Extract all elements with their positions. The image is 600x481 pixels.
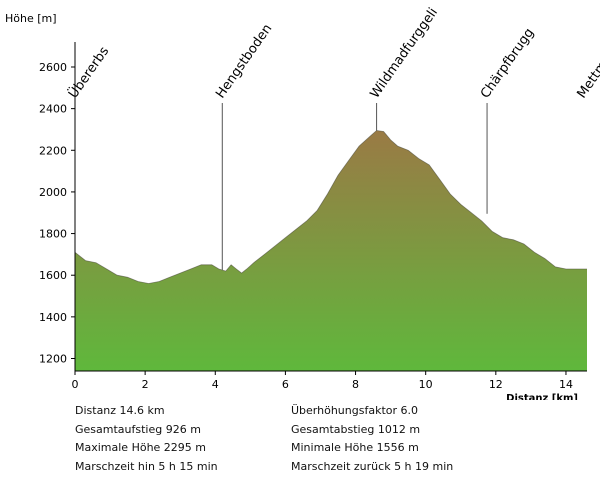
x-axis-label: Distanz [km] <box>506 393 578 400</box>
y-tick-label: 2600 <box>39 61 67 74</box>
stat-total-descent: Gesamtabstieg 1012 m <box>291 423 421 436</box>
elevation-area <box>75 130 587 371</box>
x-tick-label: 6 <box>282 378 289 391</box>
y-tick-label: 1200 <box>39 353 67 366</box>
y-tick-label: 1800 <box>39 228 67 241</box>
stat-total-ascent: Gesamtaufstieg 926 m <box>75 423 201 436</box>
y-tick-label: 1600 <box>39 269 67 282</box>
waypoint-label: Chärpfbrugg <box>478 26 537 102</box>
stat-walk-time-back: Marschzeit zurück 5 h 19 min <box>291 460 454 473</box>
stat-walk-time-out: Marschzeit hin 5 h 15 min <box>75 460 218 473</box>
y-tick-label: 1400 <box>39 311 67 324</box>
y-axis-label: Höhe [m] <box>5 12 57 25</box>
waypoint-label: Mettmen <box>574 45 600 101</box>
x-tick-label: 14 <box>559 378 573 391</box>
elevation-chart: 1200 1400 1600 1800 2000 2200 2400 2600 0 2 4 6 8 10 1… <box>5 5 600 400</box>
x-tick-label: 8 <box>352 378 359 391</box>
waypoint-label: Hengstboden <box>213 22 275 102</box>
x-tick-label: 12 <box>489 378 503 391</box>
waypoint-label: Übererbs <box>64 43 112 101</box>
y-tick-label: 2400 <box>39 103 67 116</box>
y-tick-label: 2000 <box>39 186 67 199</box>
y-tick-label: 2200 <box>39 144 67 157</box>
x-tick-label: 0 <box>72 378 79 391</box>
elevation-line <box>74 130 587 284</box>
x-tick-label: 4 <box>212 378 219 391</box>
stat-max-elevation: Maximale Höhe 2295 m <box>75 441 207 454</box>
stat-min-elevation: Minimale Höhe 1556 m <box>291 441 419 454</box>
waypoint-label: Wildmadfurggeli <box>368 5 441 101</box>
stat-distance: Distanz 14.6 km <box>75 404 165 417</box>
x-tick-label: 10 <box>419 378 433 391</box>
stat-exaggeration-factor: Überhöhungsfaktor 6.0 <box>291 404 418 417</box>
x-tick-label: 2 <box>142 378 149 391</box>
